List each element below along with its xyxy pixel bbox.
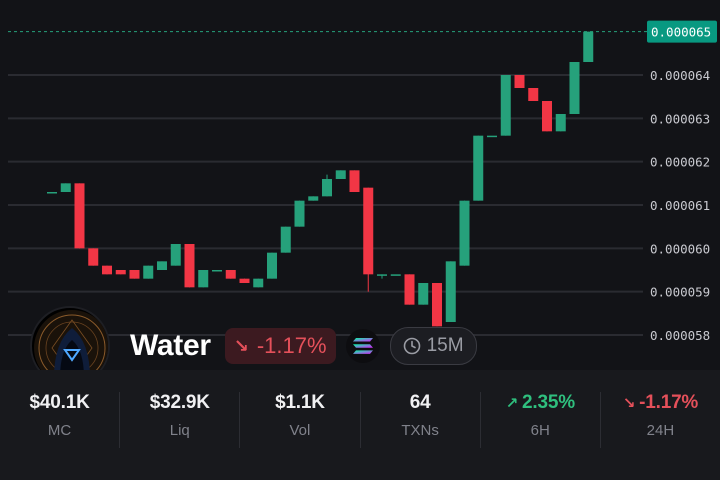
candle-up (198, 270, 209, 288)
y-tick-label: 0.000063 (650, 111, 710, 126)
candle-down (432, 283, 442, 327)
token-name: Water (130, 329, 211, 362)
timeframe-label: 15M (426, 335, 464, 356)
stat-change-6h: ↗ 2.35% 6H (481, 392, 601, 448)
candle-up (143, 265, 154, 279)
stat-label: 6H (530, 422, 550, 439)
candle-up (583, 31, 594, 62)
candle-down (102, 265, 112, 275)
stat-value: $32.9K (149, 392, 210, 413)
stat-value: $40.1K (29, 392, 90, 413)
candles (47, 31, 594, 327)
candle-down (542, 101, 552, 132)
current-price-tag (647, 20, 717, 43)
candle-down (225, 270, 236, 279)
stat-value: $1.1K (275, 392, 325, 413)
y-tick-label: 0.000060 (650, 241, 710, 256)
arrow-up-right-icon: ↗ (505, 395, 519, 412)
candle-up (157, 261, 167, 270)
stat-label: TXNs (401, 422, 439, 439)
clock-icon (403, 337, 420, 355)
y-tick-label: 0.000059 (650, 285, 710, 300)
stat-label: Vol (289, 422, 311, 439)
hooded-figure-avatar-icon (34, 310, 108, 384)
y-tick-label: 0.000058 (650, 328, 710, 343)
candle-up (280, 226, 291, 253)
arrow-down-right-icon: ↘ (622, 395, 636, 412)
candle-up (473, 135, 484, 201)
stats-bar: $40.1K MC $32.9K Liq $1.1K Vol 64 TXNs ↗… (0, 370, 720, 480)
stat-change-24h-value: -1.17% (639, 392, 699, 413)
y-tick-label: 0.000062 (650, 155, 710, 170)
stat-volume: $1.1K Vol (240, 392, 361, 448)
candle-up (555, 114, 566, 132)
candle-up (308, 196, 319, 201)
candle-up (47, 192, 57, 194)
candle-up (487, 135, 497, 138)
stat-value: ↗ 2.35% (506, 392, 575, 414)
stat-market-cap: $40.1K MC (0, 392, 121, 448)
chart-grid (8, 74, 643, 336)
y-tick-label: 0.000061 (650, 198, 710, 213)
timeframe-selector[interactable]: 15M (389, 327, 477, 365)
stat-label: MC (47, 422, 72, 439)
candle-up (322, 179, 332, 197)
candle-up (253, 278, 264, 288)
arrow-down-right-icon: ↘ (233, 335, 249, 356)
stat-liquidity: $32.9K Liq (120, 392, 241, 448)
candle-up (390, 274, 401, 276)
candle-up (569, 62, 580, 114)
candle-down (363, 187, 374, 275)
stat-label: 24H (646, 422, 675, 439)
stat-value: 64 (409, 392, 431, 413)
candle-down (129, 270, 140, 279)
candle-down (184, 244, 195, 288)
candle-up (170, 244, 181, 266)
solana-icon[interactable] (345, 329, 380, 363)
stat-transactions: 64 TXNs (361, 392, 481, 448)
candle-down (514, 75, 525, 88)
stat-change-6h-value: 2.35% (522, 392, 575, 413)
stat-change-24h: ↘ -1.17% 24H (601, 392, 720, 448)
stat-value: ↘ -1.17% (622, 392, 699, 414)
candle-up (500, 75, 511, 136)
price-chart[interactable]: 0.000058 0.000059 0.000060 0.000061 0.000062… (0, 0, 720, 370)
candle-down (349, 170, 360, 192)
y-tick-label: 0.000064 (650, 68, 710, 83)
candle-down (404, 274, 415, 305)
price-change-value: -1.17% (256, 333, 327, 358)
candle-down (115, 270, 126, 275)
current-price-label: 0.000065 (651, 25, 711, 40)
candle-up (60, 183, 71, 192)
candle-down (88, 248, 99, 266)
candle-up (212, 270, 222, 272)
candle-up (418, 283, 429, 305)
candle-up (445, 261, 456, 322)
stat-label: Liq (169, 422, 190, 439)
candle-up (459, 200, 470, 266)
candle-down (239, 278, 250, 283)
candle-up (377, 274, 387, 276)
price-change-badge: ↘ -1.17% (224, 328, 336, 364)
candle-down (528, 88, 539, 101)
candle-up (335, 170, 346, 179)
candle-up (294, 200, 305, 227)
price-axis: 0.000058 0.000059 0.000060 0.000061 0.000062… (8, 20, 717, 343)
candle-up (267, 252, 277, 279)
candle-down (74, 183, 85, 249)
